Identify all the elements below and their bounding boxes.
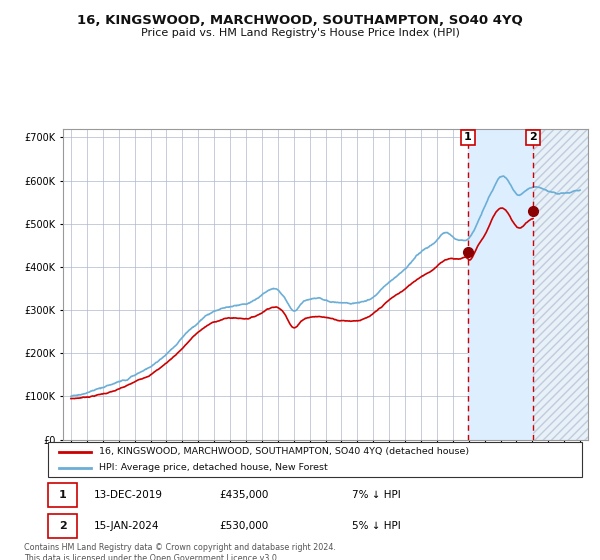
Text: 5% ↓ HPI: 5% ↓ HPI bbox=[352, 521, 401, 531]
Text: 1: 1 bbox=[59, 490, 67, 500]
Text: HPI: Average price, detached house, New Forest: HPI: Average price, detached house, New … bbox=[99, 463, 328, 472]
Text: 2: 2 bbox=[59, 521, 67, 531]
Text: £530,000: £530,000 bbox=[219, 521, 268, 531]
Text: 15-JAN-2024: 15-JAN-2024 bbox=[94, 521, 159, 531]
Text: £435,000: £435,000 bbox=[219, 490, 268, 500]
Text: Contains HM Land Registry data © Crown copyright and database right 2024.
This d: Contains HM Land Registry data © Crown c… bbox=[24, 543, 336, 560]
Bar bbox=[533, 129, 588, 440]
Text: 16, KINGSWOOD, MARCHWOOD, SOUTHAMPTON, SO40 4YQ: 16, KINGSWOOD, MARCHWOOD, SOUTHAMPTON, S… bbox=[77, 14, 523, 27]
Text: 1: 1 bbox=[464, 132, 472, 142]
Bar bbox=[533, 129, 588, 440]
Bar bbox=[468, 129, 533, 440]
Text: Price paid vs. HM Land Registry's House Price Index (HPI): Price paid vs. HM Land Registry's House … bbox=[140, 28, 460, 38]
Bar bbox=[48, 514, 77, 539]
Text: 16, KINGSWOOD, MARCHWOOD, SOUTHAMPTON, SO40 4YQ (detached house): 16, KINGSWOOD, MARCHWOOD, SOUTHAMPTON, S… bbox=[99, 447, 469, 456]
Text: 13-DEC-2019: 13-DEC-2019 bbox=[94, 490, 163, 500]
Text: 7% ↓ HPI: 7% ↓ HPI bbox=[352, 490, 401, 500]
Text: 2: 2 bbox=[529, 132, 537, 142]
Bar bbox=[48, 483, 77, 507]
